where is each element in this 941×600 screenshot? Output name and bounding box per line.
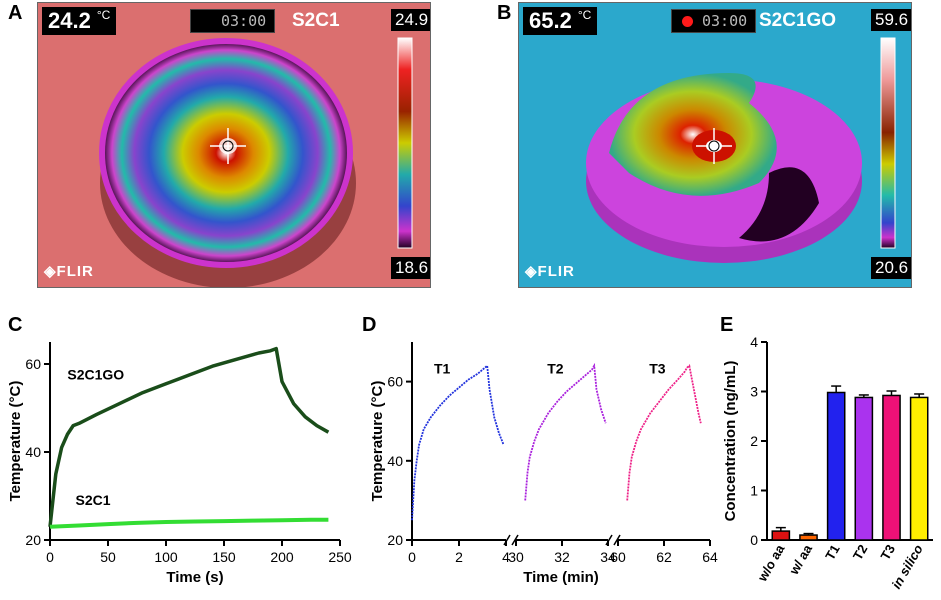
series-line-s2c1go bbox=[48, 346, 330, 527]
series-line-s2c1 bbox=[49, 517, 329, 529]
y-tick-label: 20 bbox=[387, 532, 403, 548]
x-tick-label: 32 bbox=[554, 549, 570, 565]
flir-diamond-icon: ◈ bbox=[525, 263, 538, 280]
x-tick-label: 0 bbox=[46, 549, 54, 565]
y-tick-label: 40 bbox=[387, 453, 403, 469]
x-tick-label: 250 bbox=[328, 549, 352, 565]
timer-display: 03:00 bbox=[190, 9, 276, 33]
sample-name: S2C1 bbox=[292, 10, 340, 31]
temperature-value: 24.2 bbox=[48, 8, 91, 33]
flir-logo: ◈FLIR bbox=[525, 262, 575, 280]
chart-c-temperature-vs-time: 0 50 100 150 200 250 20 40 60 Time (s) Temperature… bbox=[7, 342, 352, 586]
series-label-t1: T1 bbox=[434, 361, 451, 377]
thermal-image-s2c1: 24.2 °C 03:00 S2C1 24.9 18.6 ◈FLIR bbox=[37, 2, 431, 288]
series-line-t2 bbox=[524, 362, 607, 501]
timer-display: 03:00 bbox=[671, 9, 757, 33]
timer-value: 03:00 bbox=[221, 12, 267, 30]
scale-min: 20.6 bbox=[871, 257, 911, 279]
panel-label-b: B bbox=[497, 2, 512, 24]
y-tick-label: 60 bbox=[25, 356, 41, 372]
chart-e-concentration-bars: 0 1 2 3 4 Concentration (ng/mL) w/o aaw/ aa T1 T… bbox=[722, 334, 933, 591]
y-tick-label: 3 bbox=[750, 384, 758, 400]
scale-min: 18.6 bbox=[391, 257, 430, 279]
bar-t2 bbox=[854, 396, 874, 541]
panel-label-e: E bbox=[720, 314, 734, 336]
bar-in-silico bbox=[909, 396, 929, 541]
x-tick-label: 2 bbox=[455, 549, 463, 565]
scale-max: 59.6 bbox=[871, 9, 911, 31]
y-tick-label: 60 bbox=[387, 374, 403, 390]
thermal-scene-b bbox=[519, 3, 911, 287]
y-axis-title: Temperature (°C) bbox=[369, 381, 386, 502]
temperature-readout: 24.2 °C bbox=[42, 7, 117, 35]
y-tick-label: 1 bbox=[750, 483, 758, 499]
x-tick-label: 4 bbox=[502, 549, 510, 565]
category-label: T3 bbox=[878, 542, 899, 563]
temperature-unit: °C bbox=[577, 8, 592, 22]
x-tick-label: 34 bbox=[600, 549, 616, 565]
timer-value: 03:00 bbox=[702, 12, 748, 30]
y-axis-title: Temperature (°C) bbox=[7, 381, 24, 502]
y-tick-label: 20 bbox=[25, 532, 41, 548]
flir-logo-text: FLIR bbox=[537, 263, 575, 280]
temperature-unit: °C bbox=[96, 8, 111, 22]
sample-name: S2C1GO bbox=[759, 10, 837, 31]
flir-logo-text: FLIR bbox=[56, 263, 94, 280]
x-tick-label: 50 bbox=[100, 549, 116, 565]
bar-w-o-aa bbox=[771, 530, 791, 541]
bar-t1 bbox=[826, 391, 846, 541]
axis-break-mark bbox=[605, 534, 613, 546]
panel-label-c: C bbox=[8, 314, 23, 336]
y-tick-label: 2 bbox=[750, 433, 758, 449]
category-label: T1 bbox=[822, 542, 843, 563]
x-tick-label: 200 bbox=[270, 549, 294, 565]
x-axis-title: Time (s) bbox=[166, 569, 223, 586]
bar-t3 bbox=[882, 394, 901, 541]
x-axis-title: Time (min) bbox=[523, 569, 599, 586]
x-tick-label: 30 bbox=[508, 549, 524, 565]
scale-max: 24.9 bbox=[391, 9, 430, 31]
x-tick-label: 0 bbox=[408, 549, 416, 565]
axis-break-mark bbox=[503, 534, 511, 546]
panel-label-d: D bbox=[362, 314, 377, 336]
temperature-readout: 65.2 °C bbox=[523, 7, 598, 35]
panel-label-a: A bbox=[8, 2, 23, 24]
temperature-value: 65.2 bbox=[529, 8, 572, 33]
x-tick-label: 150 bbox=[212, 549, 236, 565]
flir-logo: ◈FLIR bbox=[44, 262, 94, 280]
legend-label-s2c1: S2C1 bbox=[76, 492, 111, 508]
x-tick-label: 100 bbox=[154, 549, 178, 565]
record-dot-icon bbox=[682, 16, 693, 27]
y-tick-label: 40 bbox=[25, 444, 41, 460]
y-axis-title: Concentration (ng/mL) bbox=[722, 361, 739, 522]
series-label-t2: T2 bbox=[547, 361, 564, 377]
category-label: w/ aa bbox=[786, 541, 816, 578]
series-line-t1 bbox=[411, 363, 505, 521]
y-tick-label: 4 bbox=[750, 334, 758, 350]
thermal-scene-a bbox=[38, 3, 430, 287]
x-tick-label: 60 bbox=[610, 549, 626, 565]
category-label: T2 bbox=[850, 542, 871, 563]
x-tick-label: 64 bbox=[702, 549, 718, 565]
bar-w-aa bbox=[799, 534, 818, 541]
flir-diamond-icon: ◈ bbox=[44, 263, 57, 280]
thermal-image-s2c1go: 65.2 °C 03:00 S2C1GO 59.6 20.6 ◈FLIR bbox=[518, 2, 912, 288]
series-label-t3: T3 bbox=[649, 361, 666, 377]
y-tick-label: 0 bbox=[750, 532, 758, 548]
x-tick-label: 62 bbox=[656, 549, 672, 565]
series-line-t3 bbox=[626, 364, 702, 501]
category-label: w/o aa bbox=[754, 541, 788, 584]
legend-label-s2c1go: S2C1GO bbox=[67, 366, 124, 382]
